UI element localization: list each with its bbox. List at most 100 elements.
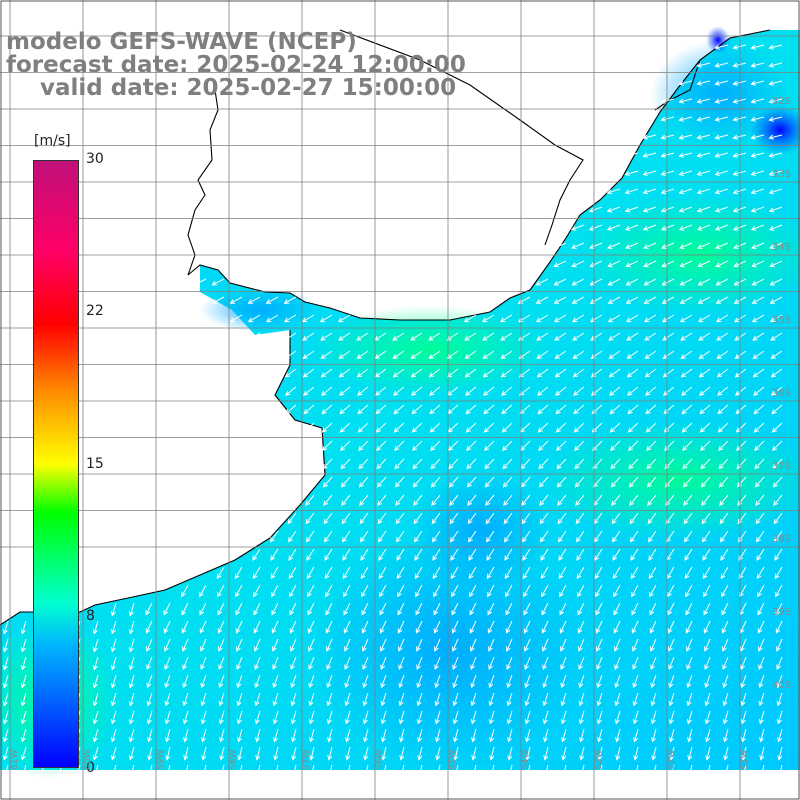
wind-arrow — [616, 746, 621, 760]
wind-arrow — [670, 746, 675, 760]
wind-arrow — [736, 458, 747, 469]
wind-arrow-head — [704, 700, 710, 707]
wind-arrow-head — [714, 80, 720, 86]
colorbar-tick-8: 8 — [86, 608, 95, 624]
wind-arrow-head — [614, 718, 620, 725]
wind-arrow — [607, 206, 621, 212]
wind-arrow — [575, 494, 585, 506]
wind-arrow — [770, 296, 783, 304]
wind-arrow — [702, 548, 711, 561]
wind-arrow-head — [753, 409, 759, 415]
wind-arrow-head — [630, 537, 635, 543]
wind-arrow-head — [543, 755, 549, 761]
wind-arrow-head — [452, 682, 458, 689]
wind-arrow-head — [684, 573, 690, 580]
wind-arrow-head — [433, 628, 439, 634]
wind-arrow-head — [395, 500, 401, 506]
wind-arrow — [705, 692, 711, 706]
wind-arrow — [580, 728, 585, 742]
wind-arrow-head — [147, 755, 153, 761]
wind-arrow-head — [272, 664, 277, 671]
wind-arrow-head — [555, 390, 561, 396]
wind-arrow-head — [468, 573, 474, 580]
wind-arrow — [562, 746, 567, 760]
wind-arrow — [147, 692, 153, 706]
wind-arrow — [523, 602, 531, 615]
wind-arrow-head — [571, 317, 578, 323]
wind-arrow-head — [392, 354, 398, 359]
wind-arrow-head — [717, 390, 723, 396]
wind-arrow-head — [750, 80, 756, 86]
wind-arrow — [129, 656, 135, 670]
wind-arrow-head — [722, 682, 728, 689]
wind-arrow — [184, 764, 189, 778]
wind-arrow — [382, 728, 387, 742]
wind-arrow — [338, 314, 351, 323]
wind-arrow — [715, 116, 729, 121]
wind-arrow-head — [485, 518, 491, 525]
wind-arrow — [537, 350, 549, 359]
wind-arrow-head — [522, 555, 528, 561]
wind-arrow — [324, 530, 333, 542]
wind-arrow — [417, 674, 423, 688]
wind-arrow — [772, 458, 783, 469]
wind-arrow — [774, 530, 783, 542]
wind-arrow — [183, 710, 189, 724]
wind-arrow-head — [20, 772, 26, 779]
wind-arrow — [739, 584, 747, 597]
wind-arrow — [194, 278, 207, 286]
wind-arrow-head — [379, 610, 385, 616]
wind-arrow — [752, 314, 765, 323]
wind-arrow-head — [254, 700, 260, 707]
wind-arrow — [237, 692, 243, 706]
wind-arrow-head — [625, 280, 631, 286]
wind-arrow-head — [290, 718, 296, 725]
wind-arrow — [254, 656, 261, 670]
wind-arrow — [643, 170, 657, 176]
wind-arrow — [448, 440, 459, 451]
wind-arrow — [669, 692, 675, 706]
wind-arrow-head — [574, 482, 580, 488]
wind-arrow — [626, 278, 639, 286]
wind-arrow — [327, 710, 333, 724]
wind-arrow — [165, 710, 171, 724]
wind-arrow — [662, 314, 675, 323]
wind-arrow — [454, 728, 459, 742]
wind-arrow — [219, 692, 225, 706]
wind-arrow — [451, 584, 459, 597]
wind-arrow-head — [678, 134, 684, 140]
wind-arrow-head — [722, 700, 728, 707]
wind-arrow — [699, 350, 711, 359]
wind-arrow — [452, 638, 459, 652]
wind-arrow — [679, 80, 693, 85]
wind-arrow-head — [610, 445, 616, 451]
wind-arrow — [706, 728, 711, 742]
wind-arrow-head — [751, 262, 757, 268]
wind-arrow-head — [236, 664, 241, 671]
wind-arrow — [769, 116, 783, 121]
wind-arrow-head — [768, 62, 774, 68]
wind-arrow-head — [376, 445, 382, 451]
wind-arrow — [376, 422, 387, 433]
wind-arrow — [378, 530, 387, 542]
wind-arrow — [414, 566, 423, 579]
wind-arrow — [148, 746, 153, 760]
wind-arrow — [752, 278, 765, 286]
wind-arrow — [769, 206, 783, 212]
wind-arrow — [453, 710, 459, 724]
wind-arrow — [647, 494, 657, 506]
wind-arrow-head — [358, 482, 364, 488]
wind-arrow-head — [615, 755, 621, 761]
wind-arrow-head — [573, 390, 579, 396]
wind-arrow — [182, 620, 189, 633]
wind-arrow-head — [665, 500, 671, 506]
wind-arrow-head — [699, 409, 705, 415]
wind-arrow — [751, 242, 765, 249]
wind-arrow — [465, 350, 477, 359]
wind-arrow — [630, 530, 639, 542]
wind-arrow-head — [661, 317, 668, 323]
wind-arrow — [467, 476, 477, 488]
wind-arrow — [753, 350, 765, 359]
wind-arrow — [482, 314, 495, 323]
wind-arrow — [536, 314, 549, 323]
